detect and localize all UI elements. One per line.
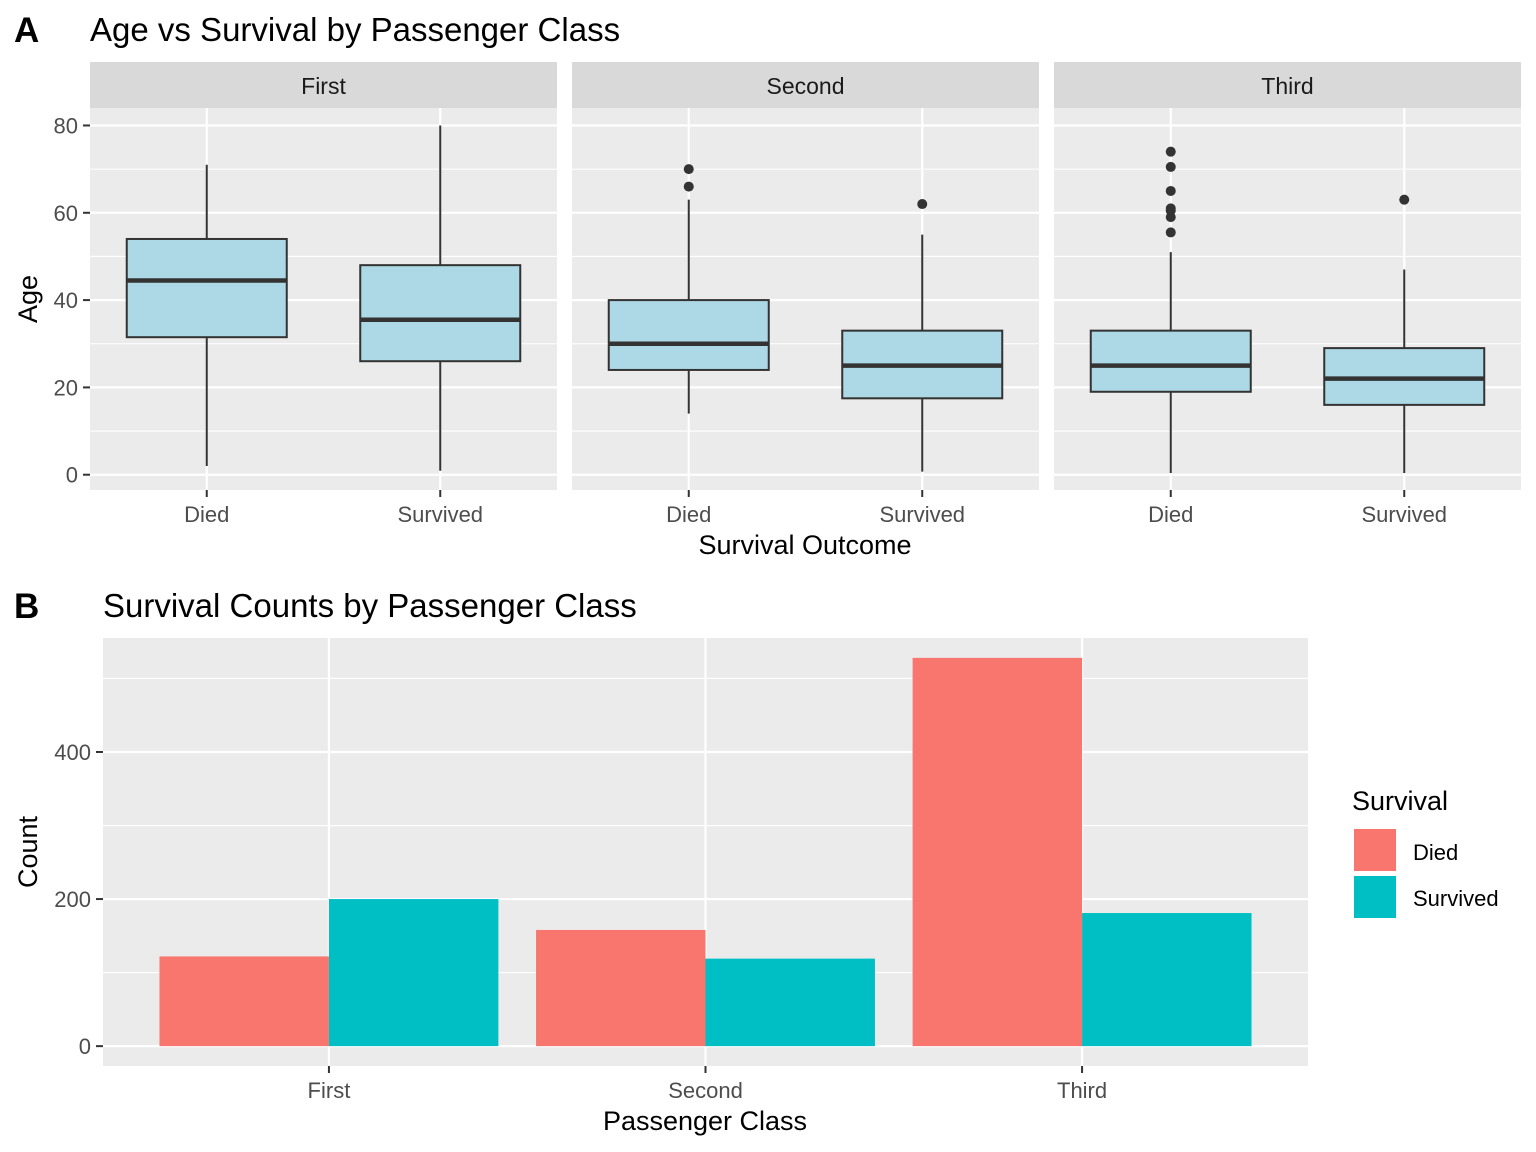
y-tick-label: 400 — [54, 740, 91, 765]
panel-b-x-axis-title: Passenger Class — [603, 1106, 807, 1136]
box-body — [1089, 329, 1252, 393]
box-body — [359, 264, 522, 363]
x-tick-label: First — [308, 1078, 351, 1103]
facet-strip-label: Third — [1261, 73, 1313, 99]
x-tick-label: Survived — [397, 502, 483, 527]
panel-b-y-axis-title: Count — [13, 815, 43, 888]
box-third-died — [1089, 146, 1252, 473]
bar-first-died — [159, 956, 329, 1047]
y-tick-label: 60 — [54, 201, 78, 226]
panel-a-x-axis-title: Survival Outcome — [698, 530, 911, 560]
bar-third-died — [912, 657, 1083, 1047]
panel-b-tag: B — [14, 587, 39, 626]
y-tick-label: 80 — [54, 113, 78, 138]
facet-strip — [572, 62, 1039, 108]
box-third-survived — [1323, 194, 1486, 473]
box-outlier-point — [683, 164, 694, 175]
box-outlier-point — [1165, 146, 1176, 157]
box-outlier-point — [1165, 161, 1176, 172]
box-outlier-point — [1165, 203, 1176, 214]
legend-label-died: Died — [1413, 840, 1458, 865]
x-tick-label: Second — [668, 1078, 743, 1103]
box-first-died — [125, 164, 288, 466]
x-tick-label: Third — [1057, 1078, 1107, 1103]
box-outlier-point — [1399, 194, 1410, 205]
box-second-survived — [841, 199, 1004, 472]
x-tick-label: Died — [1148, 502, 1193, 527]
x-tick-label: Died — [666, 502, 711, 527]
box-outlier-point — [683, 181, 694, 192]
facet-first: First Died Survived — [90, 62, 557, 527]
legend-key-died — [1354, 829, 1396, 871]
facet-strip-label: Second — [766, 73, 844, 99]
bar-third-survived — [1082, 913, 1252, 1047]
y-tick-label: 200 — [54, 887, 91, 912]
legend-label-survived: Survived — [1413, 886, 1499, 911]
box-body — [125, 237, 288, 339]
y-tick-label: 40 — [54, 288, 78, 313]
facet-strip-label: First — [301, 73, 346, 99]
bar-first-survived — [328, 899, 499, 1047]
bar-second-died — [536, 929, 706, 1047]
panel-b-title: Survival Counts by Passenger Class — [103, 587, 637, 624]
box-first-survived — [359, 125, 522, 471]
y-tick-label: 0 — [79, 1034, 91, 1059]
x-tick-label: Survived — [1361, 502, 1447, 527]
facet-strip — [90, 62, 557, 108]
box-outlier-point — [1165, 185, 1176, 196]
x-tick-label: Died — [184, 502, 229, 527]
y-tick-label: 20 — [54, 375, 78, 400]
facet-second: Second Died Survived — [572, 62, 1039, 527]
panel-a-title: Age vs Survival by Passenger Class — [90, 11, 620, 48]
box-second-died — [607, 164, 770, 414]
box-outlier-point — [917, 199, 928, 210]
bar-second-survived — [705, 958, 875, 1047]
y-tick-label: 0 — [66, 463, 78, 488]
panel-a-y-axis-title: Age — [13, 275, 43, 323]
legend-title: Survival — [1352, 786, 1448, 816]
facet-strip — [1054, 62, 1521, 108]
panel-a-tag: A — [14, 11, 39, 50]
panel-b-plot: First Second Third 0 200 400 — [54, 638, 1308, 1103]
box-outlier-point — [1165, 227, 1176, 238]
legend-key-survived — [1354, 876, 1396, 918]
box-body — [607, 299, 770, 371]
legend: Survival Died Survived — [1352, 786, 1499, 918]
facet-third: Third Died Survived — [1054, 62, 1521, 527]
x-tick-label: Survived — [879, 502, 965, 527]
